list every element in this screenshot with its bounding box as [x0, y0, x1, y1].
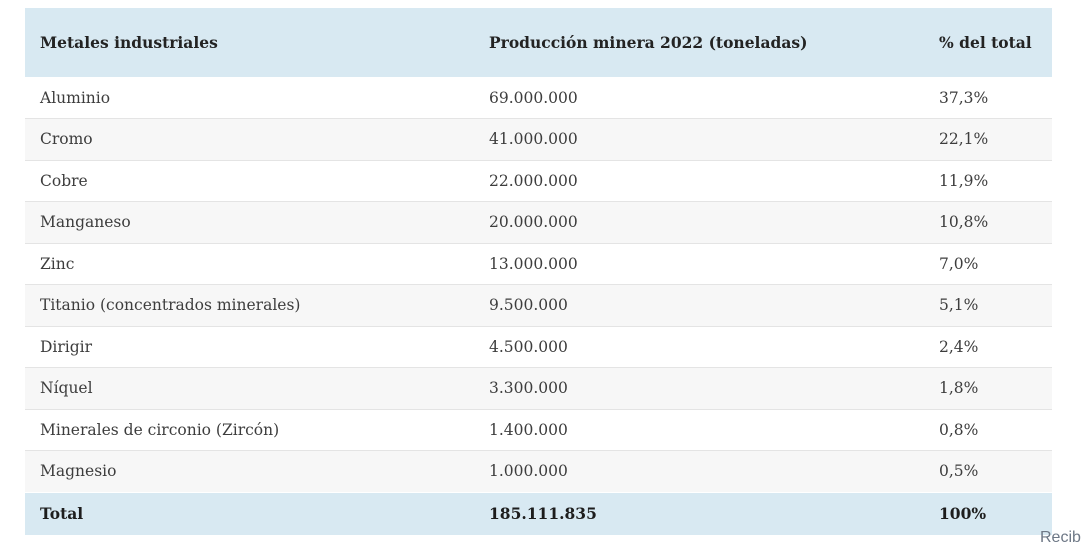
production-cell: 20.000.000 [474, 201, 924, 243]
header-row: Metales industriales Producción minera 2… [25, 8, 1052, 77]
table-row: Aluminio 69.000.000 37,3% [25, 77, 1052, 119]
production-cell: 4.500.000 [474, 325, 924, 368]
production-table: Metales industriales Producción minera 2… [25, 8, 1052, 535]
header-produccion: Producción minera 2022 (toneladas) [474, 8, 924, 77]
metal-cell: Cobre [25, 159, 474, 202]
metal-cell: Zinc [25, 242, 474, 285]
production-table-container: Metales industriales Producción minera 2… [25, 8, 1052, 535]
total-percent-cell: 100% [924, 491, 1052, 535]
table-row: Dirigir 4.500.000 2,4% [25, 325, 1052, 368]
percent-cell: 7,0% [924, 242, 1052, 285]
metal-cell: Minerales de circonio (Zircón) [25, 408, 474, 451]
table-footer: Total 185.111.835 100% [25, 491, 1052, 535]
metal-cell: Dirigir [25, 325, 474, 368]
percent-cell: 22,1% [924, 118, 1052, 160]
table-row: Minerales de circonio (Zircón) 1.400.000… [25, 408, 1052, 451]
production-cell: 3.300.000 [474, 367, 924, 409]
percent-cell: 0,8% [924, 408, 1052, 451]
production-cell: 9.500.000 [474, 284, 924, 326]
percent-cell: 1,8% [924, 367, 1052, 409]
table-body: Aluminio 69.000.000 37,3% Cromo 41.000.0… [25, 77, 1052, 492]
table-row: Zinc 13.000.000 7,0% [25, 242, 1052, 285]
production-cell: 69.000.000 [474, 77, 924, 119]
total-label-cell: Total [25, 491, 474, 535]
percent-cell: 5,1% [924, 284, 1052, 326]
percent-cell: 37,3% [924, 77, 1052, 119]
metal-cell: Aluminio [25, 77, 474, 119]
header-metales: Metales industriales [25, 8, 474, 77]
metal-cell: Magnesio [25, 450, 474, 492]
clipped-bottom-text: Recib [1040, 529, 1081, 546]
percent-cell: 11,9% [924, 159, 1052, 202]
table-row: Cromo 41.000.000 22,1% [25, 118, 1052, 160]
percent-cell: 2,4% [924, 325, 1052, 368]
metal-cell: Cromo [25, 118, 474, 160]
production-cell: 1.400.000 [474, 408, 924, 451]
percent-cell: 0,5% [924, 450, 1052, 492]
production-cell: 41.000.000 [474, 118, 924, 160]
metal-cell: Manganeso [25, 201, 474, 243]
production-cell: 13.000.000 [474, 242, 924, 285]
metal-cell: Níquel [25, 367, 474, 409]
header-porcentaje: % del total [924, 8, 1052, 77]
total-row: Total 185.111.835 100% [25, 491, 1052, 535]
table-row: Manganeso 20.000.000 10,8% [25, 201, 1052, 243]
table-row: Magnesio 1.000.000 0,5% [25, 450, 1052, 492]
percent-cell: 10,8% [924, 201, 1052, 243]
metal-cell: Titanio (concentrados minerales) [25, 284, 474, 326]
production-cell: 22.000.000 [474, 159, 924, 202]
production-cell: 1.000.000 [474, 450, 924, 492]
table-header: Metales industriales Producción minera 2… [25, 8, 1052, 77]
table-row: Níquel 3.300.000 1,8% [25, 367, 1052, 409]
total-production-cell: 185.111.835 [474, 491, 924, 535]
table-row: Titanio (concentrados minerales) 9.500.0… [25, 284, 1052, 326]
table-row: Cobre 22.000.000 11,9% [25, 159, 1052, 202]
